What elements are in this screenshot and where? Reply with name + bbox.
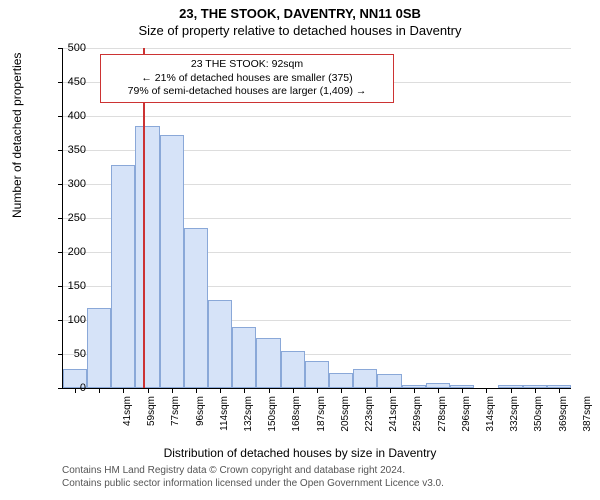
xtick-label: 314sqm xyxy=(485,396,496,446)
ytick-label: 250 xyxy=(46,212,86,224)
xtick-mark xyxy=(390,388,391,393)
ytick-label: 300 xyxy=(46,178,86,190)
xtick-label: 114sqm xyxy=(219,396,230,446)
xtick-mark xyxy=(414,388,415,393)
xtick-mark xyxy=(293,388,294,393)
histogram-bar xyxy=(329,373,353,388)
xtick-label: 296sqm xyxy=(461,396,472,446)
xtick-label: 205sqm xyxy=(340,396,351,446)
histogram-bar xyxy=(184,228,208,388)
xtick-label: 187sqm xyxy=(316,396,327,446)
xtick-mark xyxy=(559,388,560,393)
xtick-mark xyxy=(148,388,149,393)
histogram-bar xyxy=(111,165,135,388)
xtick-mark xyxy=(99,388,100,393)
xtick-label: 77sqm xyxy=(170,396,181,446)
histogram-bar xyxy=(353,369,377,388)
annotation-box: 23 THE STOOK: 92sqm ← 21% of detached ho… xyxy=(100,54,394,103)
annotation-line-3: 79% of semi-detached houses are larger (… xyxy=(107,85,387,99)
ytick-label: 150 xyxy=(46,280,86,292)
histogram-bar xyxy=(305,361,329,388)
xtick-mark xyxy=(244,388,245,393)
xtick-label: 96sqm xyxy=(195,396,206,446)
annotation-line-1: 23 THE STOOK: 92sqm xyxy=(107,58,387,72)
ytick-label: 200 xyxy=(46,246,86,258)
gridline-h xyxy=(63,116,571,117)
ytick-label: 50 xyxy=(46,348,86,360)
histogram-bar xyxy=(135,126,160,388)
xtick-label: 350sqm xyxy=(533,396,544,446)
chart-container: 23, THE STOOK, DAVENTRY, NN11 0SB Size o… xyxy=(0,0,600,500)
ytick-label: 0 xyxy=(46,382,86,394)
xtick-label: 41sqm xyxy=(122,396,133,446)
footer-line-2: Contains public sector information licen… xyxy=(62,477,444,490)
xtick-mark xyxy=(269,388,270,393)
xtick-label: 132sqm xyxy=(243,396,254,446)
y-axis-label: Number of detached properties xyxy=(10,53,24,218)
xtick-mark xyxy=(365,388,366,393)
footer-line-1: Contains HM Land Registry data © Crown c… xyxy=(62,464,444,477)
xtick-label: 150sqm xyxy=(267,396,278,446)
xtick-label: 241sqm xyxy=(388,396,399,446)
gridline-h xyxy=(63,48,571,49)
histogram-bar xyxy=(281,351,305,388)
annotation-line-2: ← 21% of detached houses are smaller (37… xyxy=(107,72,387,86)
xtick-label: 223sqm xyxy=(364,396,375,446)
x-axis-label: Distribution of detached houses by size … xyxy=(0,446,600,460)
xtick-label: 332sqm xyxy=(509,396,520,446)
ytick-label: 500 xyxy=(46,42,86,54)
footer-attribution: Contains HM Land Registry data © Crown c… xyxy=(62,464,444,490)
xtick-mark xyxy=(438,388,439,393)
xtick-mark xyxy=(196,388,197,393)
xtick-label: 168sqm xyxy=(291,396,302,446)
xtick-label: 259sqm xyxy=(412,396,423,446)
xtick-mark xyxy=(462,388,463,393)
xtick-mark xyxy=(317,388,318,393)
histogram-bar xyxy=(256,338,281,388)
xtick-mark xyxy=(220,388,221,393)
histogram-bar xyxy=(160,135,184,388)
xtick-mark xyxy=(486,388,487,393)
xtick-mark xyxy=(341,388,342,393)
histogram-bar xyxy=(232,327,256,388)
ytick-label: 400 xyxy=(46,110,86,122)
chart-title-sub: Size of property relative to detached ho… xyxy=(0,21,600,38)
histogram-bar xyxy=(377,374,402,388)
histogram-bar xyxy=(208,300,232,388)
chart-title-main: 23, THE STOOK, DAVENTRY, NN11 0SB xyxy=(0,0,600,21)
ytick-label: 100 xyxy=(46,314,86,326)
xtick-mark xyxy=(172,388,173,393)
xtick-mark xyxy=(511,388,512,393)
xtick-label: 369sqm xyxy=(558,396,569,446)
xtick-label: 59sqm xyxy=(146,396,157,446)
ytick-label: 450 xyxy=(46,76,86,88)
xtick-mark xyxy=(535,388,536,393)
xtick-mark xyxy=(123,388,124,393)
histogram-bar xyxy=(87,308,111,388)
xtick-label: 387sqm xyxy=(582,396,593,446)
ytick-label: 350 xyxy=(46,144,86,156)
xtick-label: 278sqm xyxy=(437,396,448,446)
